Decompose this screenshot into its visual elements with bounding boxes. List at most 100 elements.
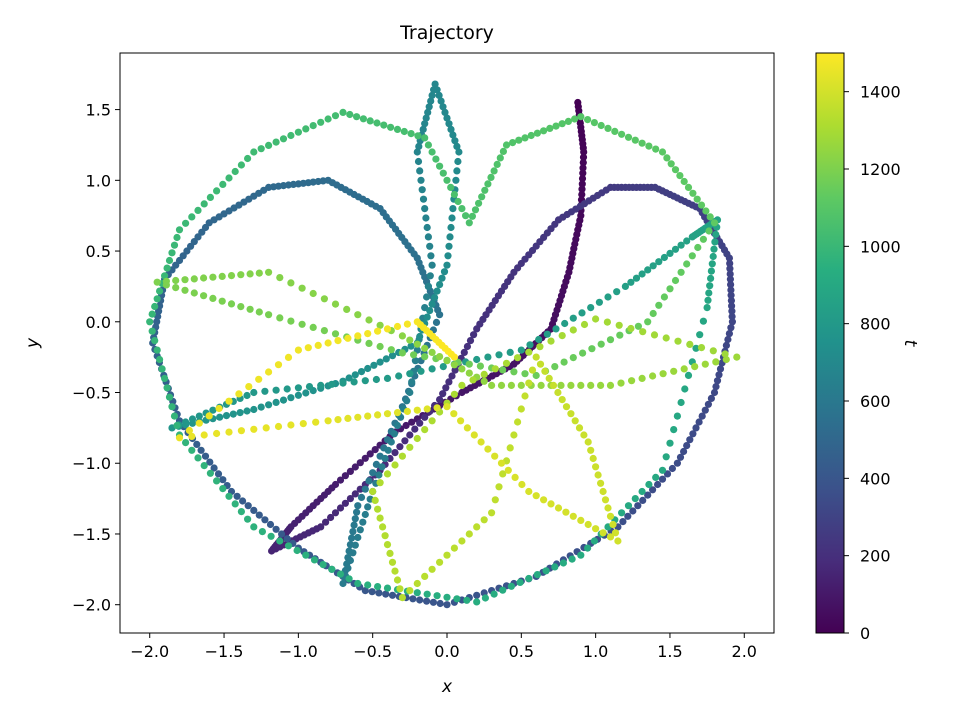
colorbar-tick-label: 400 [860, 469, 891, 488]
data-point [562, 508, 570, 516]
data-point [521, 392, 529, 400]
data-point [680, 177, 688, 186]
data-point [502, 359, 511, 367]
data-point [151, 302, 159, 311]
data-point [206, 469, 214, 477]
data-point [387, 438, 395, 446]
data-point [382, 590, 390, 598]
data-point [442, 384, 450, 392]
data-point [190, 275, 198, 283]
data-point [712, 230, 720, 239]
data-point [156, 355, 164, 364]
data-point [728, 302, 736, 310]
data-point [532, 492, 540, 500]
data-point [575, 424, 584, 432]
data-point [458, 537, 466, 545]
data-point [677, 268, 685, 276]
data-point [348, 534, 356, 542]
data-point [299, 420, 307, 428]
data-point [383, 541, 392, 549]
data-point [507, 582, 515, 590]
data-point [322, 518, 330, 526]
data-point [168, 403, 176, 411]
data-point [364, 364, 372, 373]
data-point [634, 502, 642, 510]
data-point [383, 410, 392, 418]
data-point [426, 242, 434, 250]
data-point [188, 446, 196, 454]
data-point [424, 108, 432, 116]
data-point [543, 330, 551, 338]
data-point [562, 403, 571, 411]
data-point [206, 458, 214, 466]
data-point [514, 354, 522, 362]
data-point [521, 370, 529, 378]
data-point [327, 513, 335, 522]
data-point [446, 233, 454, 241]
data-point [473, 591, 481, 599]
data-point [536, 360, 545, 368]
data-point [716, 365, 725, 373]
data-point [541, 367, 549, 375]
data-point [354, 311, 362, 319]
data-point [206, 193, 214, 201]
data-point [388, 352, 397, 360]
data-point [597, 340, 605, 348]
data-point [433, 287, 441, 295]
data-point [551, 563, 559, 571]
data-point [388, 591, 397, 599]
data-point [721, 350, 729, 358]
data-point [710, 245, 718, 253]
data-point [218, 272, 226, 280]
data-point [168, 249, 176, 257]
data-point [688, 252, 696, 260]
data-point [634, 322, 643, 330]
data-point [162, 277, 170, 285]
data-point [371, 446, 379, 454]
data-point [320, 295, 328, 303]
data-point [421, 134, 429, 142]
data-point [374, 327, 382, 335]
data-point [579, 159, 587, 167]
data-point [422, 214, 430, 222]
data-point [604, 124, 612, 132]
data-point [448, 372, 456, 380]
data-point [689, 430, 697, 438]
data-point [398, 349, 406, 357]
data-point [712, 383, 720, 391]
data-point [450, 544, 458, 552]
data-point [490, 590, 498, 598]
data-point [722, 355, 730, 364]
data-point [616, 331, 624, 339]
data-point [638, 374, 646, 382]
data-point [577, 516, 585, 525]
data-point [639, 496, 647, 504]
data-point [699, 317, 708, 325]
data-point [410, 351, 418, 359]
data-point [470, 431, 478, 439]
data-point [707, 267, 716, 275]
data-point [712, 358, 720, 366]
data-point [331, 330, 340, 338]
data-point [369, 469, 377, 477]
colorbar-tick-label: 1000 [860, 237, 901, 256]
data-point [680, 447, 688, 456]
data-point [436, 396, 444, 404]
data-point [416, 332, 424, 341]
colorbar-tick-label: 800 [860, 315, 891, 334]
data-point [364, 581, 372, 589]
data-point [361, 510, 369, 519]
data-point [354, 332, 362, 340]
data-point [391, 567, 399, 575]
data-point [452, 176, 460, 184]
data-point [433, 592, 441, 600]
data-point [317, 381, 325, 389]
data-point [606, 381, 615, 389]
data-point [382, 355, 390, 363]
data-point [365, 316, 373, 324]
data-point [298, 284, 306, 292]
data-point [726, 275, 735, 283]
data-point [421, 353, 429, 361]
data-point [431, 80, 439, 88]
data-point [728, 307, 736, 315]
